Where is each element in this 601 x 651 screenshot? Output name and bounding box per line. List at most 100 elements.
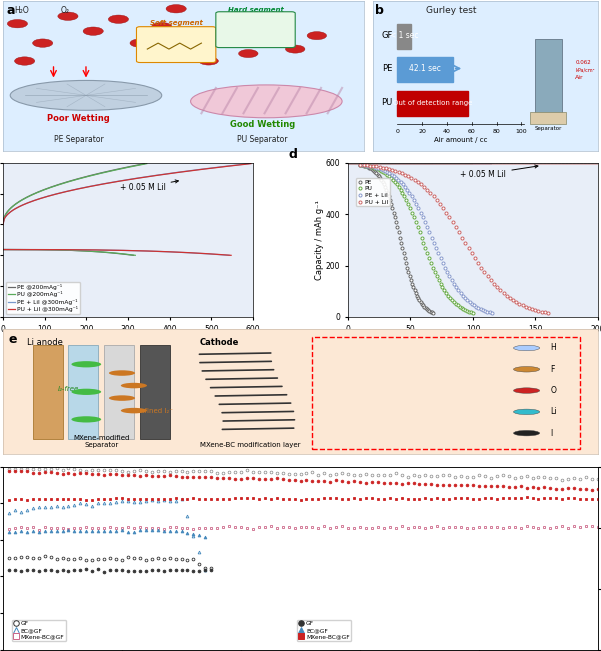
BC@GF <box>142 497 150 505</box>
Bar <box>348 162 473 165</box>
PU + LiI @300mAg⁻¹ <box>235 161 242 169</box>
BC@GF <box>53 503 60 510</box>
PU <box>389 176 397 184</box>
PU + LiI <box>474 259 481 267</box>
PU <box>427 259 435 267</box>
Circle shape <box>72 416 101 422</box>
Text: 42.1 sec: 42.1 sec <box>409 64 441 73</box>
BC@GF <box>23 506 31 514</box>
Bar <box>140 346 169 439</box>
Text: H₂O: H₂O <box>14 6 29 15</box>
BC@GF <box>89 502 96 510</box>
Text: Li: Li <box>551 408 557 417</box>
PU + LiI <box>545 309 552 317</box>
Circle shape <box>121 408 147 413</box>
Circle shape <box>513 409 540 415</box>
Text: 0.062: 0.062 <box>575 60 591 65</box>
Text: 0: 0 <box>395 129 399 133</box>
Circle shape <box>109 370 135 376</box>
Bar <box>104 346 134 439</box>
BC@GF <box>41 503 48 511</box>
PU + LiI <box>404 172 412 180</box>
Circle shape <box>199 57 218 65</box>
BC@GF <box>184 512 191 520</box>
FancyBboxPatch shape <box>216 12 295 48</box>
FancyBboxPatch shape <box>535 38 562 113</box>
PE <box>382 183 389 191</box>
Text: e: e <box>9 333 17 346</box>
Circle shape <box>14 57 35 65</box>
PU <box>469 309 477 317</box>
PE + LiI @300mAg⁻¹ <box>14 203 22 211</box>
Text: Group: Group <box>227 40 243 46</box>
Text: PU Separator: PU Separator <box>237 135 288 144</box>
Line: PE + LiI: PE + LiI <box>359 163 493 314</box>
Line: BC@GF: BC@GF <box>8 498 207 572</box>
Text: Soft segment: Soft segment <box>150 20 203 26</box>
Line: PE + LiI @300mAg⁻¹: PE + LiI @300mAg⁻¹ <box>3 163 249 225</box>
Circle shape <box>72 389 101 395</box>
Text: kPa/cm²: kPa/cm² <box>575 68 595 72</box>
BC@GF <box>77 499 84 507</box>
BC@GF <box>59 503 66 511</box>
BC@GF <box>190 532 197 540</box>
Text: Out of detection range: Out of detection range <box>393 100 472 106</box>
PE @200mAg⁻¹ <box>5 206 12 214</box>
PE + LiI @300mAg⁻¹ <box>9 206 16 214</box>
PE @200mAg⁻¹ <box>141 159 148 167</box>
PU + LiI @300mAg⁻¹ <box>0 221 7 229</box>
PE + LiI @300mAg⁻¹ <box>224 162 231 170</box>
Circle shape <box>109 395 135 401</box>
BC@GF <box>178 495 185 503</box>
PU + LiI @300mAg⁻¹ <box>248 159 255 167</box>
Text: 20: 20 <box>418 129 426 133</box>
PE + LiI <box>439 259 447 267</box>
Text: 60: 60 <box>468 129 475 133</box>
PU @200mAg⁻¹ <box>8 203 15 211</box>
Y-axis label: Capacity / mAh g⁻¹: Capacity / mAh g⁻¹ <box>316 200 325 280</box>
Circle shape <box>264 30 283 38</box>
Text: MXene-BC modification layer: MXene-BC modification layer <box>200 442 300 448</box>
Circle shape <box>513 367 540 372</box>
Text: d: d <box>288 148 297 161</box>
Line: PU @200mAg⁻¹: PU @200mAg⁻¹ <box>3 163 147 225</box>
Circle shape <box>32 39 53 48</box>
Legend: GF, BC@GF, MXene-BC@GF: GF, BC@GF, MXene-BC@GF <box>297 620 352 641</box>
Circle shape <box>239 49 258 57</box>
Text: PU: PU <box>382 98 393 107</box>
PE + LiI @300mAg⁻¹ <box>45 192 52 200</box>
BC@GF <box>65 502 72 510</box>
PE + LiI @300mAg⁻¹ <box>233 161 240 169</box>
Legend: PE @200mAg⁻¹, PU @200mAg⁻¹, PE + LiI @300mAg⁻¹, PU + LiI @300mAg⁻¹: PE @200mAg⁻¹, PU @200mAg⁻¹, PE + LiI @30… <box>6 282 80 314</box>
Text: GF: GF <box>382 31 393 40</box>
Text: Gurley test: Gurley test <box>426 6 477 15</box>
Text: MXene-modified
Separator: MXene-modified Separator <box>73 435 129 448</box>
Text: 40: 40 <box>443 129 451 133</box>
PU @200mAg⁻¹ <box>0 221 7 229</box>
BC@GF <box>83 500 90 508</box>
PE <box>357 161 364 169</box>
PE @200mAg⁻¹ <box>37 187 44 195</box>
Text: b: b <box>375 5 383 18</box>
Text: < 1 sec: < 1 sec <box>390 31 419 40</box>
PE + LiI <box>399 180 406 188</box>
PE <box>378 176 385 184</box>
PE + LiI <box>401 183 409 191</box>
Circle shape <box>72 361 101 367</box>
BC@GF <box>35 503 42 510</box>
PE + LiI <box>395 176 402 184</box>
Text: H-Bonding: H-Bonding <box>227 27 255 32</box>
PU + LiI @300mAg⁻¹ <box>66 187 73 195</box>
PU <box>393 180 400 188</box>
PE + LiI @300mAg⁻¹ <box>0 221 7 229</box>
FancyBboxPatch shape <box>397 23 412 49</box>
PE + LiI <box>488 309 495 317</box>
Bar <box>32 346 63 439</box>
Bar <box>313 337 580 449</box>
Text: 100: 100 <box>516 129 527 133</box>
BC@GF <box>202 566 209 574</box>
PU @200mAg⁻¹ <box>5 206 13 214</box>
BC@GF <box>47 503 54 510</box>
PE <box>376 172 383 180</box>
FancyBboxPatch shape <box>136 27 216 62</box>
